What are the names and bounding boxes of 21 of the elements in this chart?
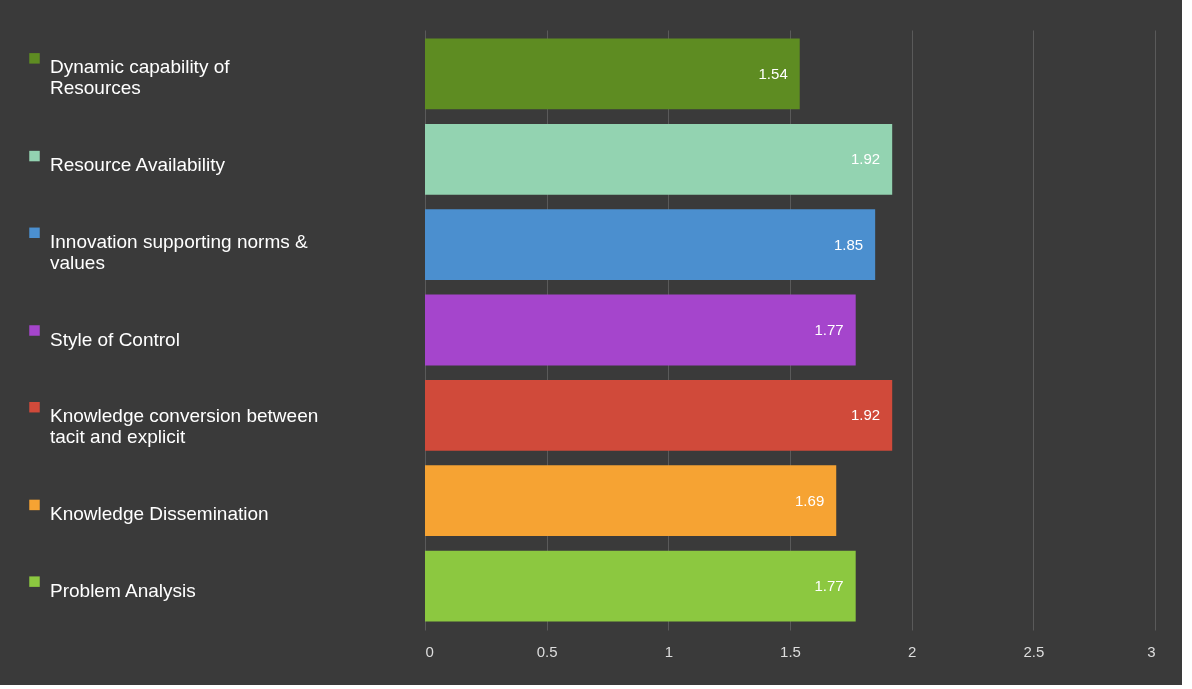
x-tick-label: 2.5 <box>1023 642 1045 660</box>
x-tick-label: 1.5 <box>780 642 801 660</box>
x-tick-label: 2 <box>907 642 917 660</box>
legend-label: Problem Analysis <box>50 579 196 601</box>
x-tick-label: 3 <box>1147 642 1156 660</box>
legend-label: Innovation supporting norms & values <box>50 230 309 273</box>
legend-label: Style of Control <box>50 328 180 350</box>
x-tick-label: 0.5 <box>536 642 558 660</box>
legend-label: Resource Availability <box>50 154 226 176</box>
legend-label: Dynamic capability of Resources <box>50 56 231 99</box>
legend-label: Knowledge Dissemination <box>50 502 269 524</box>
legend-label: Knowledge conversion between tacit and explicit <box>50 405 319 448</box>
data-label: 1.77 <box>814 321 844 338</box>
data-label: 1.54 <box>758 64 788 82</box>
x-tick-label: 0 <box>425 642 434 660</box>
data-label: 1.92 <box>851 150 881 168</box>
x-tick-label: 1 <box>664 642 674 660</box>
data-label: 1.92 <box>851 406 881 424</box>
data-label: 1.77 <box>814 577 844 595</box>
data-label: 1.69 <box>795 491 825 509</box>
data-label: 1.85 <box>833 235 864 253</box>
